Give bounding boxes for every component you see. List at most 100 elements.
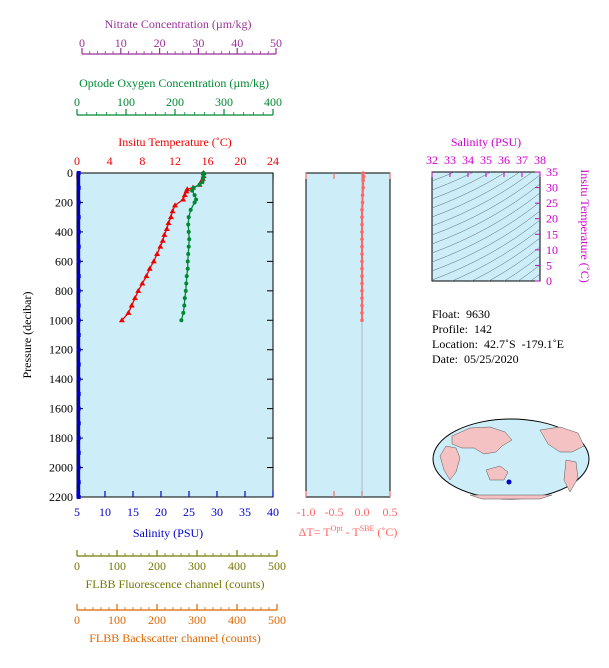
temperature-point bbox=[159, 237, 166, 243]
oxygen-point bbox=[179, 318, 184, 323]
fluorescence-axis-label: FLBB Fluorescence channel (counts) bbox=[86, 577, 265, 591]
salinity-point bbox=[76, 480, 81, 485]
salinity-point bbox=[76, 495, 81, 499]
ts-density-contour bbox=[432, 172, 456, 182]
ts-density-contour bbox=[432, 172, 492, 200]
ts-density-contour bbox=[432, 174, 540, 236]
salinity-tick-label: 20 bbox=[155, 505, 167, 519]
oxygen-point bbox=[182, 296, 187, 301]
pressure-tick-label: 2000 bbox=[49, 461, 73, 475]
fluorescence-axis: 0 100 200 300 400 500 FLBB Fluorescence chann… bbox=[74, 550, 286, 591]
pressure-tick-label: 600 bbox=[55, 254, 73, 268]
oxygen-point bbox=[185, 266, 190, 271]
oxygen-point bbox=[187, 237, 192, 242]
temperature-point bbox=[150, 258, 157, 264]
oxygen-point bbox=[184, 274, 189, 279]
ts-plot-area bbox=[431, 171, 541, 282]
delta-t-point bbox=[361, 174, 366, 179]
delta-t-tick-label: -1.0 bbox=[297, 505, 316, 519]
pressure-tick-label: 1200 bbox=[49, 343, 73, 357]
delta-t-point bbox=[360, 200, 365, 205]
salinity-point bbox=[76, 436, 81, 441]
salinity-tick-label: 15 bbox=[127, 505, 139, 519]
salinity-point bbox=[76, 377, 81, 382]
delta-t-line bbox=[361, 172, 365, 321]
oxygen-point bbox=[186, 229, 191, 234]
ts-salinity-tick-label: 38 bbox=[534, 153, 546, 167]
salinity-axis-label: Salinity (PSU) bbox=[133, 526, 203, 540]
ts-temperature-tick-label: 25 bbox=[546, 196, 558, 210]
antarctica-landmass bbox=[469, 494, 553, 500]
salinity-point bbox=[76, 450, 81, 455]
nitrate-tick-label: 40 bbox=[231, 36, 243, 50]
oxygen-point bbox=[186, 244, 191, 249]
ts-density-contour bbox=[517, 264, 540, 281]
ts-density-contour bbox=[451, 228, 540, 281]
ts-density-contour bbox=[432, 210, 540, 272]
delta-t-point bbox=[361, 171, 365, 175]
temperature-axis: Insitu Temperature (˚C) 0 4 8 12 16 20 24 bbox=[74, 135, 279, 179]
salinity-point bbox=[76, 244, 81, 249]
oxygen-point bbox=[201, 173, 206, 178]
backscatter-axis: 0 100 200 300 400 500 FLBB Backscatter channe… bbox=[74, 604, 286, 645]
salinity-point bbox=[76, 215, 81, 220]
profile-plot-area bbox=[76, 172, 274, 498]
salinity-point bbox=[76, 362, 81, 367]
salinity-point bbox=[76, 171, 81, 175]
oxygen-axis-label: Optode Oxygen Concentration (µm/kg) bbox=[79, 76, 269, 90]
float-id: Float: 9630 bbox=[432, 307, 491, 321]
salinity-point bbox=[76, 421, 81, 426]
ts-density-contour bbox=[432, 201, 540, 263]
ts-temperature-tick-label: 30 bbox=[546, 181, 558, 195]
oxygen-point bbox=[188, 207, 193, 212]
backscatter-tick-label: 0 bbox=[74, 613, 80, 627]
temperature-tick-label: 8 bbox=[139, 154, 145, 168]
temperature-point bbox=[128, 302, 135, 308]
backscatter-tick-label: 100 bbox=[108, 613, 126, 627]
ts-density-contour bbox=[432, 172, 507, 209]
temperature-point bbox=[143, 273, 150, 279]
ts-density-contour bbox=[432, 183, 540, 245]
oxygen-point bbox=[183, 288, 188, 293]
delta-t-point bbox=[360, 311, 364, 315]
nitrate-tick-label: 10 bbox=[115, 36, 127, 50]
temperature-point bbox=[169, 208, 176, 214]
delta-t-plot-area bbox=[305, 172, 391, 498]
temperature-tick-label: 4 bbox=[107, 154, 113, 168]
salinity-point bbox=[76, 259, 81, 264]
north-america-landmass bbox=[539, 426, 585, 453]
nitrate-tick-label: 20 bbox=[154, 36, 166, 50]
pressure-tick-label: 0 bbox=[67, 166, 73, 180]
fluorescence-tick-label: 0 bbox=[74, 559, 80, 573]
delta-t-point bbox=[361, 178, 365, 183]
ts-temperature-tick-label: 15 bbox=[546, 227, 558, 241]
ts-temperature-label: Insitu Temperature (˚C) bbox=[578, 169, 592, 283]
temperature-tick-label: 24 bbox=[267, 154, 279, 168]
ts-salinity-tick-label: 37 bbox=[516, 153, 528, 167]
temperature-point bbox=[180, 196, 187, 202]
temperature-point bbox=[163, 225, 170, 231]
nitrate-axis-label: Nitrate Concentration (µm/kg) bbox=[105, 17, 252, 31]
oxygen-point bbox=[191, 185, 196, 190]
fluorescence-tick-label: 100 bbox=[108, 559, 126, 573]
oxygen-tick-label: 400 bbox=[264, 95, 282, 109]
delta-t-tick-label: -0.5 bbox=[325, 505, 344, 519]
ts-salinity-tick-label: 33 bbox=[444, 153, 456, 167]
temperature-point bbox=[157, 243, 164, 249]
temperature-point bbox=[172, 202, 178, 208]
pressure-tick-label: 1400 bbox=[49, 372, 73, 386]
delta-t-point bbox=[360, 244, 364, 249]
pressure-tick-label: 1600 bbox=[49, 402, 73, 416]
ts-density-contour bbox=[432, 172, 521, 218]
delta-t-point bbox=[360, 252, 364, 256]
temperature-tick-label: 20 bbox=[234, 154, 246, 168]
salinity-axis: 5 10 15 20 25 30 35 40 Salinity (PSU) bbox=[74, 491, 279, 540]
oxygen-point bbox=[186, 222, 191, 227]
pressure-axis-label: Pressure (decibar) bbox=[20, 292, 34, 379]
delta-t-point bbox=[360, 296, 364, 300]
delta-t-point bbox=[360, 303, 364, 308]
delta-t-point bbox=[360, 222, 364, 227]
oxygen-point bbox=[200, 176, 205, 181]
oxygen-point bbox=[186, 252, 191, 256]
